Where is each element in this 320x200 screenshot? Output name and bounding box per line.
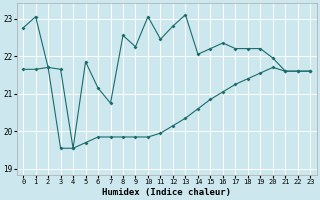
X-axis label: Humidex (Indice chaleur): Humidex (Indice chaleur) — [102, 188, 231, 197]
